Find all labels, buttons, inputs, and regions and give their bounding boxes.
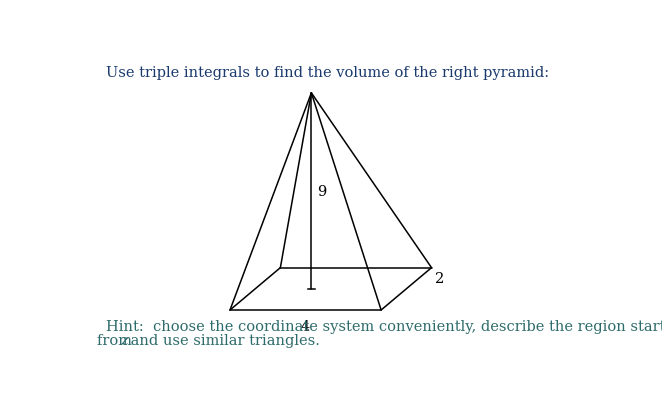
Text: z: z <box>120 333 128 347</box>
Text: and use similar triangles.: and use similar triangles. <box>126 333 320 347</box>
Text: Use triple integrals to find the volume of the right pyramid:: Use triple integrals to find the volume … <box>106 66 549 80</box>
Text: Hint:  choose the coordinate system conveniently, describe the region starting: Hint: choose the coordinate system conve… <box>106 319 662 333</box>
Text: 4: 4 <box>301 319 310 333</box>
Text: 9: 9 <box>318 184 327 198</box>
Text: from: from <box>97 333 136 347</box>
Text: 2: 2 <box>436 272 445 286</box>
